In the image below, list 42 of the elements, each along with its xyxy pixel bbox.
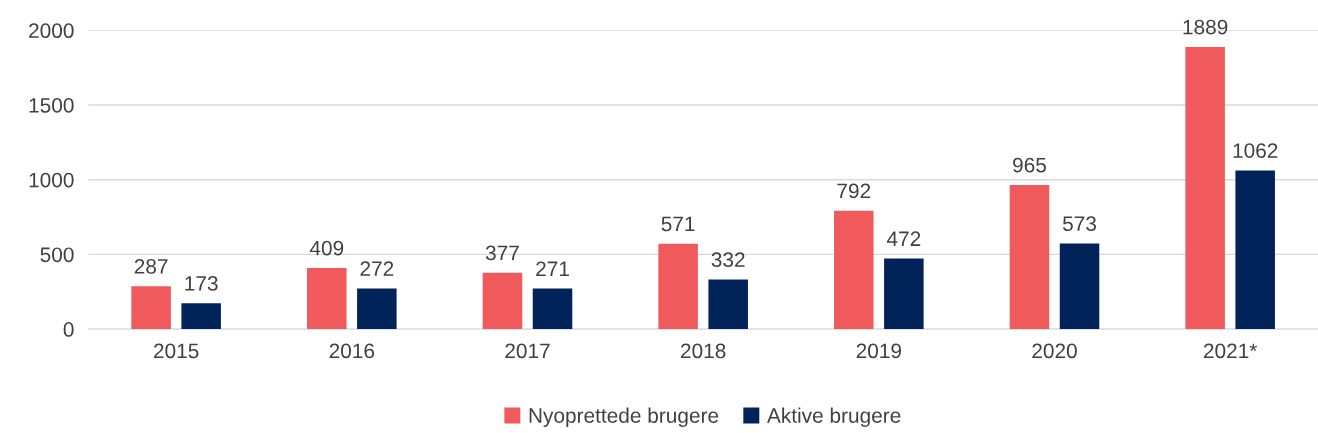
bar (131, 286, 171, 330)
y-tick-label: 1000 (29, 172, 74, 188)
data-label: 1062 (1233, 143, 1278, 158)
y-tick-label: 500 (40, 247, 74, 263)
data-label: 965 (1013, 157, 1046, 173)
data-label: 472 (886, 231, 921, 246)
bar (482, 272, 523, 330)
x-tick-label: 2016 (329, 343, 375, 359)
bar (884, 258, 924, 330)
y-tick-label: 0 (63, 322, 74, 337)
bar (307, 267, 347, 330)
x-tick-label: 2018 (681, 343, 726, 359)
data-label: 573 (1062, 216, 1096, 232)
bar (658, 243, 698, 330)
x-tick-label: 2021* (1203, 343, 1258, 359)
data-label: 272 (360, 261, 394, 276)
x-tick-label: 2019 (856, 343, 902, 359)
y-tick-label: 2000 (29, 23, 74, 39)
y-tick-label: 1500 (29, 98, 74, 113)
bar (357, 288, 397, 330)
bar (181, 303, 221, 330)
x-tick-label: 2020 (1032, 343, 1077, 359)
bar (1059, 243, 1100, 330)
bar (834, 210, 874, 330)
bar (532, 288, 573, 330)
data-label: 792 (837, 183, 871, 199)
data-label: 173 (185, 276, 218, 291)
legend-label: Nyoprettede brugere (529, 407, 719, 427)
legend-label: Aktive brugere (766, 407, 901, 427)
data-label: 377 (485, 245, 519, 261)
data-label: 1889 (1183, 19, 1228, 35)
data-label: 571 (661, 216, 695, 232)
bar (1009, 184, 1050, 330)
data-label: 332 (711, 252, 745, 268)
data-label: 287 (134, 259, 168, 274)
bar (1235, 170, 1275, 330)
x-tick-label: 2015 (154, 343, 199, 359)
data-label: 409 (309, 240, 344, 256)
bar (708, 279, 748, 330)
data-label: 271 (536, 261, 569, 276)
x-tick-label: 2017 (505, 343, 550, 359)
bar (1185, 46, 1225, 330)
